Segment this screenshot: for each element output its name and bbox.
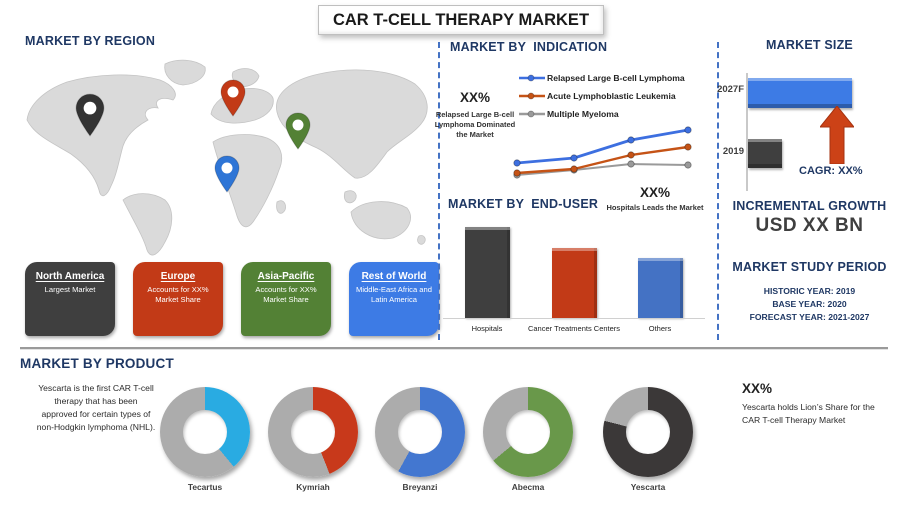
region-boxes: North America Largest Market Europe Account… bbox=[25, 262, 439, 336]
product-highlight-value: XX% bbox=[742, 381, 773, 396]
product-left-text: Yescarta is the first CAR T-cell therapy… bbox=[36, 383, 156, 432]
end-user-bar-hospitals bbox=[465, 227, 510, 318]
donut-label: Kymriah bbox=[296, 482, 330, 492]
donut-yescarta: Yescarta bbox=[603, 387, 693, 492]
indication-highlight-value: XX% bbox=[459, 90, 490, 105]
market-size-header: MARKET SIZE bbox=[766, 38, 853, 52]
study-period-line: HISTORIC YEAR: 2019 bbox=[763, 286, 856, 296]
continent-australia bbox=[350, 201, 411, 240]
continent-north-america bbox=[26, 74, 176, 197]
legend-marker-icon bbox=[519, 92, 545, 100]
north-america-pin bbox=[75, 93, 105, 142]
donut-hole bbox=[183, 410, 227, 454]
incremental-growth-value: USD XX BN bbox=[755, 215, 864, 236]
donut-label: Tecartus bbox=[187, 482, 223, 492]
donut-hole bbox=[398, 410, 442, 454]
study-period-header: MARKET STUDY PERIOD bbox=[732, 260, 887, 274]
page-title: CAR T-CELL THERAPY MARKET bbox=[318, 5, 604, 35]
product-section-header: MARKET BY PRODUCT bbox=[20, 356, 174, 371]
legend-item: Acute Lymphoblastic Leukemia bbox=[519, 87, 685, 105]
donut-ring bbox=[268, 387, 358, 477]
end-user-bar-cancer-treatments-centers bbox=[552, 248, 597, 318]
legend-label: Acute Lymphoblastic Leukemia bbox=[547, 91, 676, 101]
continent-greenland bbox=[164, 59, 206, 86]
africa-pin bbox=[214, 155, 240, 198]
donut-ring bbox=[375, 387, 465, 477]
section-divider-right bbox=[717, 42, 719, 340]
europe-pin bbox=[220, 79, 246, 122]
donut-hole bbox=[506, 410, 550, 454]
island-madagascar bbox=[276, 200, 286, 214]
region-box-subtitle: Middle-East Africa and Latin America bbox=[356, 285, 432, 304]
legend-item: Multiple Myeloma bbox=[519, 105, 685, 123]
region-section-header: MARKET BY REGION bbox=[25, 34, 156, 48]
end-user-axis-line bbox=[443, 318, 705, 319]
market-size-year-label: 2019 bbox=[722, 146, 744, 157]
end-user-section-header: MARKET BY END-USER bbox=[448, 197, 599, 211]
region-box-subtitle: Accounts for XX% Market Share bbox=[147, 285, 209, 304]
region-box-rest-of-world: Rest of World Middle-East Africa and Lati… bbox=[349, 262, 439, 336]
market-size-bar-2027f bbox=[748, 78, 852, 108]
market-size-bar-2019 bbox=[748, 139, 782, 168]
donut-hole bbox=[626, 410, 670, 454]
legend-label: Multiple Myeloma bbox=[547, 109, 619, 119]
donut-breyanzi: Breyanzi bbox=[375, 387, 465, 492]
continent-asia bbox=[276, 69, 428, 179]
legend-marker-icon bbox=[519, 74, 545, 82]
donut-label: Yescarta bbox=[630, 482, 666, 492]
indication-line-chart bbox=[513, 126, 692, 179]
region-box-europe: Europe Accounts for XX% Market Share bbox=[133, 262, 223, 336]
region-box-title: Europe bbox=[160, 271, 196, 282]
world-map bbox=[15, 52, 435, 260]
end-user-category-label: Others bbox=[648, 324, 672, 333]
end-user-category-label: Cancer Treatments Centers bbox=[527, 324, 621, 333]
asia-pacific-pin bbox=[285, 112, 311, 155]
donut-ring bbox=[603, 387, 693, 477]
island-new-zealand bbox=[417, 235, 426, 245]
island-sea bbox=[343, 190, 357, 204]
indication-section-header: MARKET BY INDICATION bbox=[450, 40, 608, 54]
cagr-label: CAGR: XX% bbox=[799, 165, 863, 177]
cagr-up-arrow-icon bbox=[818, 105, 856, 169]
end-user-category-label: Hospitals bbox=[471, 324, 503, 333]
donut-label: Breyanzi bbox=[402, 482, 438, 492]
study-period-line: BASE YEAR: 2020 bbox=[772, 299, 847, 309]
region-box-subtitle: Largest Market bbox=[44, 285, 96, 294]
legend-item: Relapsed Large B-cell Lymphoma bbox=[519, 69, 685, 87]
end-user-bar-others bbox=[638, 258, 683, 318]
incremental-growth-header: INCREMENTAL GROWTH bbox=[732, 199, 887, 213]
market-size-axis-line bbox=[746, 73, 748, 191]
donut-abecma: Abecma bbox=[483, 387, 573, 492]
region-box-asia-pacific: Asia-Pacific Accounts for XX% Market Shar… bbox=[241, 262, 331, 336]
study-period-line: FORECAST YEAR: 2021-2027 bbox=[749, 312, 870, 322]
section-divider-horizontal bbox=[20, 347, 888, 350]
donut-kymriah: Kymriah bbox=[268, 387, 358, 492]
donut-label: Abecma bbox=[511, 482, 545, 492]
region-box-title: Asia-Pacific bbox=[257, 271, 315, 282]
indication-highlight-text: Relapsed Large B-cell Lymphoma Dominated… bbox=[434, 110, 516, 139]
legend-marker-icon bbox=[519, 110, 545, 118]
region-box-subtitle: Accounts for XX% Market Share bbox=[255, 285, 317, 304]
continent-south-america bbox=[122, 193, 173, 256]
region-box-title: North America bbox=[35, 271, 105, 282]
legend-label: Relapsed Large B-cell Lymphoma bbox=[547, 73, 685, 83]
donut-hole bbox=[291, 410, 335, 454]
end-user-highlight-text: Hospitals Leads the Market bbox=[606, 203, 704, 212]
region-box-title: Rest of World bbox=[361, 271, 427, 282]
section-divider-left bbox=[438, 42, 440, 340]
end-user-highlight-value: XX% bbox=[639, 185, 670, 200]
donut-tecartus: Tecartus bbox=[160, 387, 250, 492]
donut-ring bbox=[160, 387, 250, 477]
donut-ring bbox=[483, 387, 573, 477]
indication-legend: Relapsed Large B-cell Lymphoma Acute Lymp… bbox=[519, 69, 685, 123]
market-size-year-label: 2027F bbox=[717, 84, 744, 95]
region-box-north-america: North America Largest Market bbox=[25, 262, 115, 336]
product-right-text: Yescarta holds Lion’s Share for the CAR … bbox=[742, 402, 875, 425]
